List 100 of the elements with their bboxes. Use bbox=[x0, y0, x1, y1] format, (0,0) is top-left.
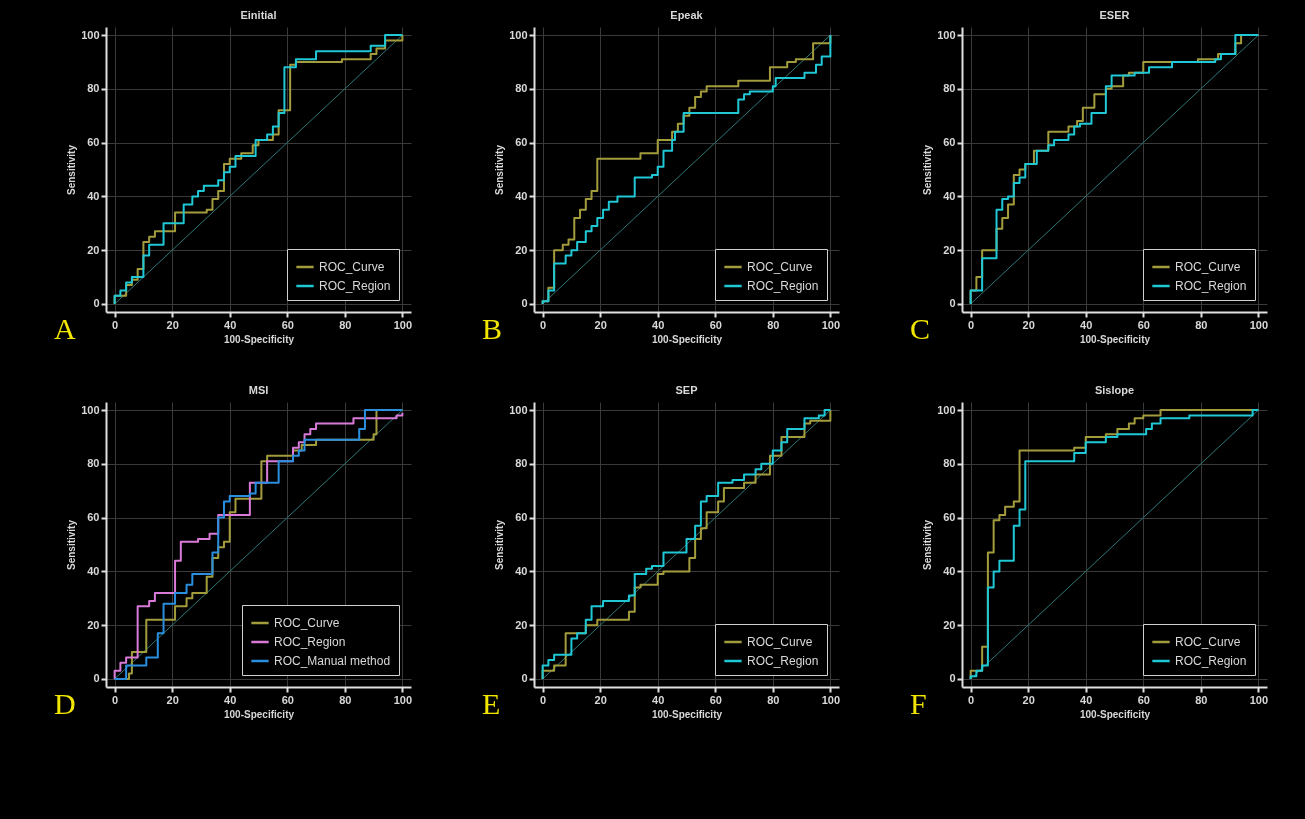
legend-label: ROC_Curve bbox=[1175, 260, 1241, 274]
y-tick-label: 80 bbox=[515, 457, 528, 470]
x-axis-title: 100-Specificity bbox=[1079, 333, 1151, 345]
text: B bbox=[482, 312, 503, 345]
y-tick-label: 0 bbox=[949, 672, 956, 685]
x-tick-label: 20 bbox=[166, 693, 179, 706]
text: D bbox=[54, 687, 76, 720]
chart-title: Sislope bbox=[1094, 384, 1135, 396]
y-tick-label: 80 bbox=[515, 82, 528, 95]
x-tick-label: 100 bbox=[821, 693, 841, 706]
y-tick-label: 60 bbox=[87, 511, 100, 524]
x-tick-label: 0 bbox=[112, 693, 119, 706]
x-tick-label: 100 bbox=[393, 693, 413, 706]
y-tick-label: 40 bbox=[943, 564, 956, 577]
y-axis-title: Sensitivity bbox=[494, 519, 506, 571]
y-tick-label: 80 bbox=[87, 82, 100, 95]
x-tick-label: 100 bbox=[393, 318, 413, 331]
y-tick-label: 100 bbox=[509, 403, 528, 416]
y-tick-label: 60 bbox=[943, 511, 956, 524]
y-axis-title: Sensitivity bbox=[922, 144, 934, 196]
legend-label: ROC_Region bbox=[1175, 654, 1247, 668]
y-tick-label: 80 bbox=[943, 457, 956, 470]
x-tick-label: 20 bbox=[594, 693, 607, 706]
y-tick-label: 20 bbox=[943, 618, 956, 631]
chart-title: MSI bbox=[248, 384, 269, 396]
x-tick-label: 20 bbox=[1022, 693, 1035, 706]
x-tick-label: 20 bbox=[594, 318, 607, 331]
legend-label: ROC_Region bbox=[747, 279, 819, 293]
y-tick-label: 40 bbox=[87, 564, 100, 577]
y-tick-label: 0 bbox=[521, 297, 528, 310]
legend-label: ROC_Curve bbox=[274, 616, 340, 630]
text: F bbox=[910, 687, 927, 720]
legend-label: ROC_Curve bbox=[1175, 635, 1241, 649]
x-axis-title: 100-Specificity bbox=[651, 333, 723, 345]
x-tick-label: 60 bbox=[709, 318, 722, 331]
x-tick-label: 100 bbox=[821, 318, 841, 331]
x-tick-label: 100 bbox=[1249, 318, 1269, 331]
x-tick-label: 20 bbox=[166, 318, 179, 331]
x-tick-label: 0 bbox=[968, 318, 975, 331]
y-axis-title: Sensitivity bbox=[66, 519, 78, 571]
y-tick-label: 100 bbox=[81, 403, 100, 416]
y-tick-label: 60 bbox=[515, 136, 528, 149]
y-tick-label: 40 bbox=[515, 564, 528, 577]
text: C bbox=[910, 312, 931, 345]
legend-label: ROC_Curve bbox=[319, 260, 385, 274]
y-tick-label: 20 bbox=[87, 243, 100, 256]
x-tick-label: 60 bbox=[1137, 693, 1150, 706]
y-tick-label: 0 bbox=[93, 297, 100, 310]
y-axis-title: Sensitivity bbox=[922, 519, 934, 571]
text: E bbox=[482, 687, 501, 720]
y-tick-label: 60 bbox=[943, 136, 956, 149]
x-tick-label: 0 bbox=[968, 693, 975, 706]
y-tick-label: 100 bbox=[937, 28, 956, 41]
x-tick-label: 40 bbox=[1080, 693, 1093, 706]
x-tick-label: 80 bbox=[767, 318, 780, 331]
y-tick-label: 100 bbox=[509, 28, 528, 41]
x-tick-label: 40 bbox=[224, 693, 237, 706]
y-tick-label: 20 bbox=[515, 243, 528, 256]
legend-label: ROC_Manual method bbox=[274, 654, 391, 668]
x-tick-label: 80 bbox=[339, 693, 352, 706]
x-tick-label: 40 bbox=[652, 693, 665, 706]
x-tick-label: 60 bbox=[1137, 318, 1150, 331]
x-tick-label: 80 bbox=[767, 693, 780, 706]
x-tick-label: 0 bbox=[112, 318, 119, 331]
x-tick-label: 80 bbox=[339, 318, 352, 331]
x-tick-label: 0 bbox=[540, 693, 547, 706]
x-tick-label: 60 bbox=[281, 318, 294, 331]
chart-title: SEP bbox=[675, 384, 698, 396]
y-tick-label: 0 bbox=[93, 672, 100, 685]
x-tick-label: 0 bbox=[540, 318, 547, 331]
x-axis-title: 100-Specificity bbox=[1079, 708, 1151, 720]
y-tick-label: 0 bbox=[949, 297, 956, 310]
x-tick-label: 80 bbox=[1195, 693, 1208, 706]
y-tick-label: 40 bbox=[515, 189, 528, 202]
x-tick-label: 60 bbox=[281, 693, 294, 706]
x-axis-title: 100-Specificity bbox=[223, 708, 295, 720]
y-axis-title: Sensitivity bbox=[66, 144, 78, 196]
x-tick-label: 20 bbox=[1022, 318, 1035, 331]
y-tick-label: 60 bbox=[87, 136, 100, 149]
y-tick-label: 40 bbox=[943, 189, 956, 202]
x-tick-label: 40 bbox=[1080, 318, 1093, 331]
y-tick-label: 80 bbox=[943, 82, 956, 95]
x-tick-label: 60 bbox=[709, 693, 722, 706]
y-tick-label: 100 bbox=[937, 403, 956, 416]
chart-title: ESER bbox=[1099, 9, 1130, 21]
legend-label: ROC_Region bbox=[274, 635, 346, 649]
legend-label: ROC_Region bbox=[1175, 279, 1247, 293]
x-axis-title: 100-Specificity bbox=[651, 708, 723, 720]
legend-label: ROC_Curve bbox=[747, 260, 813, 274]
y-tick-label: 100 bbox=[81, 28, 100, 41]
y-tick-label: 40 bbox=[87, 189, 100, 202]
chart-title: Epeak bbox=[670, 9, 704, 21]
legend-label: ROC_Region bbox=[747, 654, 819, 668]
x-tick-label: 40 bbox=[652, 318, 665, 331]
x-tick-label: 40 bbox=[224, 318, 237, 331]
y-tick-label: 20 bbox=[515, 618, 528, 631]
y-axis-title: Sensitivity bbox=[494, 144, 506, 196]
y-tick-label: 80 bbox=[87, 457, 100, 470]
legend-label: ROC_Curve bbox=[747, 635, 813, 649]
y-tick-label: 60 bbox=[515, 511, 528, 524]
